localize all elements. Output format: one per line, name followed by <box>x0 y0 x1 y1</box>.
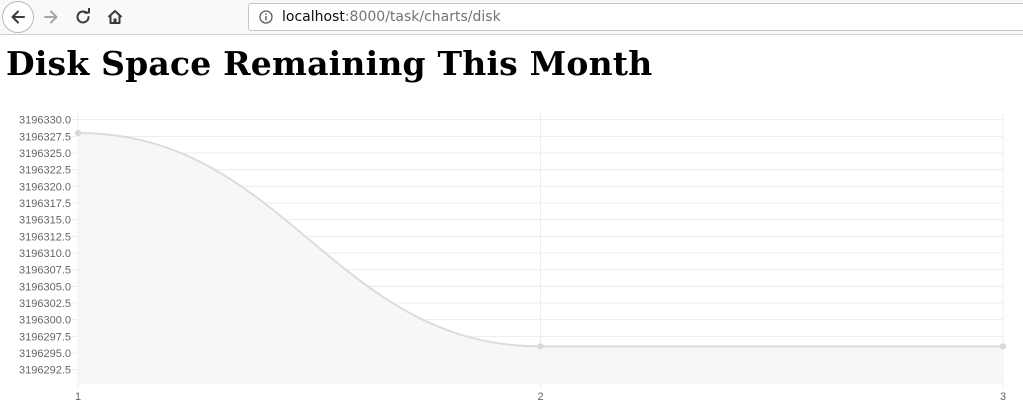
x-tick-label: 3 <box>1000 391 1006 403</box>
y-tick-label: 3196310.0 <box>19 248 71 260</box>
forward-button[interactable] <box>35 1 67 33</box>
data-point[interactable] <box>1000 343 1006 350</box>
y-tick-label: 3196312.5 <box>19 231 71 243</box>
y-tick-label: 3196325.0 <box>19 148 71 160</box>
y-tick-label: 3196322.5 <box>19 165 71 177</box>
y-tick-label: 3196300.0 <box>19 315 71 327</box>
x-axis-ticks: 1 2 3 <box>75 391 1006 403</box>
url-text: localhost:8000/task/charts/disk <box>282 9 501 25</box>
url-host: localhost <box>282 9 345 25</box>
y-tick-label: 3196327.5 <box>19 131 71 143</box>
arrow-right-icon <box>44 10 58 24</box>
series-area <box>78 133 1003 383</box>
y-tick-label: 3196315.0 <box>19 215 71 227</box>
x-tick-label: 1 <box>75 391 81 403</box>
series-line <box>77 132 1003 348</box>
y-tick-label: 3196292.5 <box>19 365 71 377</box>
y-tick-label: 3196307.5 <box>19 265 71 277</box>
x-tick-label: 2 <box>537 391 543 403</box>
arrow-left-icon <box>11 10 25 24</box>
y-tick-label: 3196320.0 <box>19 181 71 193</box>
y-tick-label: 3196317.5 <box>19 198 71 210</box>
y-tick-label: 3196297.5 <box>19 331 71 343</box>
data-point[interactable] <box>75 130 81 136</box>
y-tick-label: 3196305.0 <box>19 281 71 293</box>
data-point[interactable] <box>537 343 544 350</box>
y-tick-label: 3196302.5 <box>19 298 71 310</box>
reload-button[interactable] <box>67 1 99 33</box>
home-button[interactable] <box>99 1 131 33</box>
browser-toolbar: localhost:8000/task/charts/disk <box>0 0 1023 35</box>
y-tick-label: 3196330.0 <box>19 115 71 127</box>
data-points <box>75 130 1006 350</box>
y-tick-label: 3196295.0 <box>19 348 71 360</box>
disk-space-chart: 3196292.5 3196295.0 3196297.5 3196300.0 3196… <box>19 113 1006 403</box>
home-icon <box>107 10 123 24</box>
url-bar[interactable]: localhost:8000/task/charts/disk <box>248 3 1023 31</box>
url-path: :8000/task/charts/disk <box>344 9 501 25</box>
reload-icon <box>76 8 90 24</box>
y-axis-ticks: 3196292.5 3196295.0 3196297.5 3196300.0 3196… <box>19 115 71 377</box>
info-icon[interactable] <box>258 9 274 25</box>
page-title: Disk Space Remaining This Month <box>6 44 653 83</box>
back-button[interactable] <box>2 1 34 33</box>
